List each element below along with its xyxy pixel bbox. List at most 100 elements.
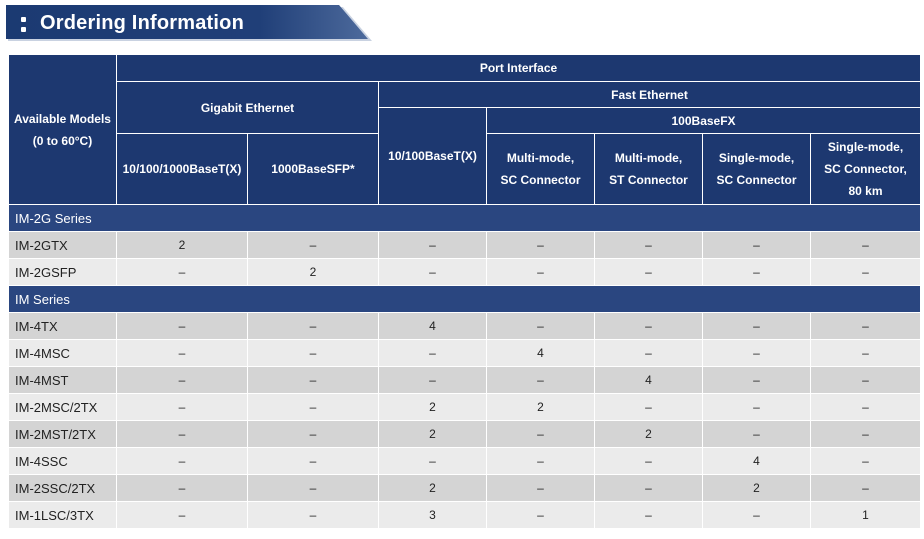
port-count-cell: – [486,231,595,259]
model-name: IM-2MSC/2TX [8,393,117,421]
port-count-cell: – [702,312,811,340]
port-count-cell: – [247,231,379,259]
col-lsc-header: Single-mode, SC Connector, 80 km [809,133,922,205]
fast-ethernet-header: Fast Ethernet [377,81,922,108]
port-count-cell: – [594,447,703,475]
col-ssc-header: Single-mode, SC Connector [702,133,811,205]
port-count-cell: – [809,231,922,259]
port-count-cell: – [116,258,248,286]
port-count-cell: – [809,339,922,367]
section-row: IM-2G Series [7,204,922,232]
port-count-cell: – [378,258,487,286]
100basefx-header: 100BaseFX [485,107,922,134]
col-ssc-line2: SC Connector [716,173,797,187]
port-count-cell: – [809,393,922,421]
col-msc-header: Multi-mode, SC Connector [486,133,595,205]
available-models-label: Available Models [14,111,111,126]
port-count-cell: – [116,447,248,475]
port-count-cell: – [809,420,922,448]
port-count-cell: – [116,312,248,340]
col-lsc-line2: SC Connector, [824,162,907,176]
title-banner: Ordering Information [6,5,368,39]
port-count-cell: – [116,501,248,529]
port-count-cell: – [247,339,379,367]
port-count-cell: – [594,501,703,529]
bullet-icon [21,17,27,37]
model-name: IM-2SSC/2TX [8,474,117,502]
table-row: IM-2MSC/2TX – –2 2– – – [8,393,922,421]
col-lsc-line1: Single-mode, [827,140,904,154]
col-msc-line2: SC Connector [500,173,581,187]
port-count-cell: – [378,366,487,394]
available-models-header: Available Models (0 to 60°C) [8,54,117,205]
table-row: IM-4MST – – – –4– – [8,366,922,394]
port-count-cell: 3 [378,501,487,529]
col-mst-line2: ST Connector [609,173,688,187]
col-sfp-header: 1000BaseSFP* [247,133,379,205]
temp-range-label: (0 to 60°C) [32,133,93,148]
port-count-cell: – [247,501,379,529]
model-name: IM-4MSC [8,339,117,367]
col-mst-header: Multi-mode, ST Connector [594,133,703,205]
col-lsc-line3: 80 km [848,184,883,198]
section-title: IM-2G Series [7,204,922,232]
port-count-cell: 4 [594,366,703,394]
table-row: IM-2MST/2TX – –2–2– – [8,420,922,448]
model-name: IM-4SSC [8,447,117,475]
port-count-cell: – [594,474,703,502]
port-count-cell: – [702,258,811,286]
port-count-cell: – [486,258,595,286]
col-tx-header: 10/100BaseT(X) [378,107,487,205]
section-title: IM Series [7,285,922,313]
port-count-cell: 2 [486,393,595,421]
port-count-cell: 2 [378,474,487,502]
port-count-cell: 4 [378,312,487,340]
table-row: IM-2GTX 2– – – – – – [8,231,922,259]
port-count-cell: – [116,474,248,502]
port-count-cell: – [116,420,248,448]
port-count-cell: 2 [378,420,487,448]
port-count-cell: – [247,393,379,421]
section-row: IM Series [7,285,922,313]
port-count-cell: – [247,447,379,475]
gigabit-ethernet-header: Gigabit Ethernet [116,81,379,134]
port-count-cell: – [594,339,703,367]
model-name: IM-1LSC/3TX [8,501,117,529]
port-count-cell: – [594,393,703,421]
model-name: IM-2GTX [8,231,117,259]
model-name: IM-2GSFP [8,258,117,286]
table-row: IM-4MSC – – –4– – – [8,339,922,367]
port-count-cell: – [809,474,922,502]
port-count-cell: – [486,447,595,475]
port-count-cell: – [594,258,703,286]
port-count-cell: – [809,312,922,340]
port-count-cell: – [247,312,379,340]
col-ssc-line1: Single-mode, [718,151,795,165]
port-count-cell: – [247,420,379,448]
port-count-cell: – [702,339,811,367]
port-count-cell: – [809,258,922,286]
port-count-cell: – [702,231,811,259]
port-count-cell: – [702,501,811,529]
port-count-cell: 2 [116,231,248,259]
port-count-cell: – [809,447,922,475]
model-name: IM-4TX [8,312,117,340]
port-count-cell: – [486,501,595,529]
port-count-cell: – [486,420,595,448]
port-count-cell: 2 [702,474,811,502]
port-count-cell: – [809,366,922,394]
port-count-cell: – [378,231,487,259]
col-msc-line1: Multi-mode, [506,151,575,165]
table-row: IM-2SSC/2TX – –2– –2– [8,474,922,502]
port-count-cell: – [247,474,379,502]
model-name: IM-4MST [8,366,117,394]
port-count-cell: – [702,393,811,421]
model-name: IM-2MST/2TX [8,420,117,448]
port-count-cell: 1 [809,501,922,529]
port-count-cell: – [702,366,811,394]
port-count-cell: 2 [594,420,703,448]
port-count-cell: 2 [378,393,487,421]
col-mst-line1: Multi-mode, [614,151,683,165]
port-count-cell: – [116,366,248,394]
ordering-table: Available Models (0 to 60°C) Port Interf… [7,54,922,529]
